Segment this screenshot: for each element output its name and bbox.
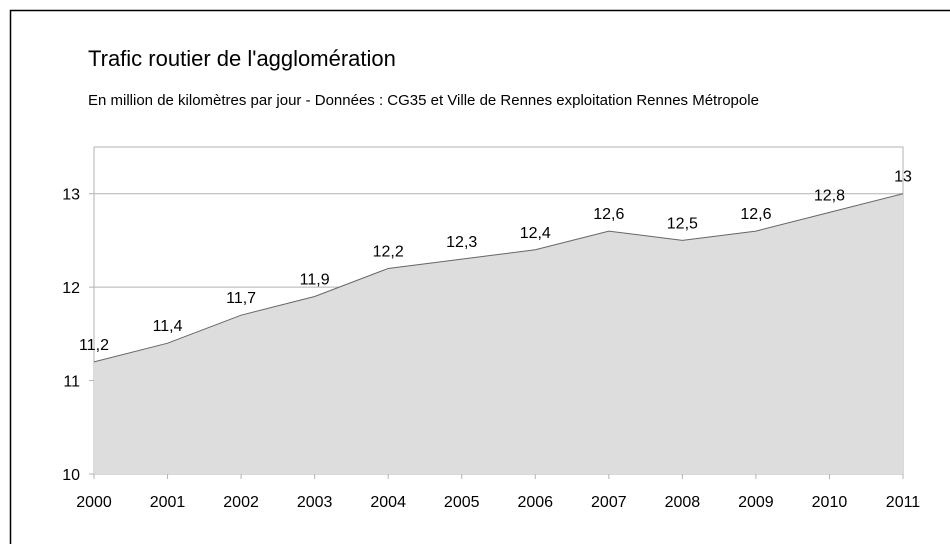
x-tick-label: 2005	[444, 494, 480, 511]
data-label: 11,9	[300, 271, 330, 288]
area-line	[93, 193, 904, 363]
y-tick-label: 11	[63, 374, 80, 391]
x-tick-label: 2003	[297, 494, 333, 511]
data-label: 11,4	[153, 318, 183, 335]
x-tick-label: 2008	[665, 494, 701, 511]
data-label: 12,3	[446, 234, 477, 251]
data-label: 12,2	[373, 243, 404, 260]
data-label: 12,8	[814, 187, 845, 204]
y-tick-label: 12	[62, 280, 80, 297]
data-label: 11,2	[79, 337, 109, 354]
y-tick-label: 13	[62, 187, 80, 204]
area	[94, 193, 903, 474]
x-tick-label: 2002	[223, 494, 259, 511]
data-label: 11,7	[226, 290, 256, 307]
data-label: 12,4	[520, 225, 551, 242]
x-tick-label: 2007	[591, 494, 627, 511]
data-label: 13	[894, 169, 912, 186]
x-tick-label: 2009	[738, 494, 774, 511]
chart-title: Trafic routier de l'agglomération	[88, 46, 396, 71]
x-tick-label: 2001	[150, 494, 186, 511]
data-label: 12,6	[740, 206, 771, 223]
x-tick-label: 2000	[76, 494, 112, 511]
x-tick-label: 2010	[812, 494, 848, 511]
x-tick-label: 2006	[517, 494, 553, 511]
data-label: 12,6	[593, 206, 624, 223]
x-tick-label: 2004	[370, 494, 406, 511]
data-label: 12,5	[667, 215, 698, 232]
y-tick-label: 10	[62, 467, 80, 484]
x-tick-label: 2011	[886, 494, 921, 511]
chart-subtitle: En million de kilomètres par jour - Donn…	[88, 92, 759, 109]
